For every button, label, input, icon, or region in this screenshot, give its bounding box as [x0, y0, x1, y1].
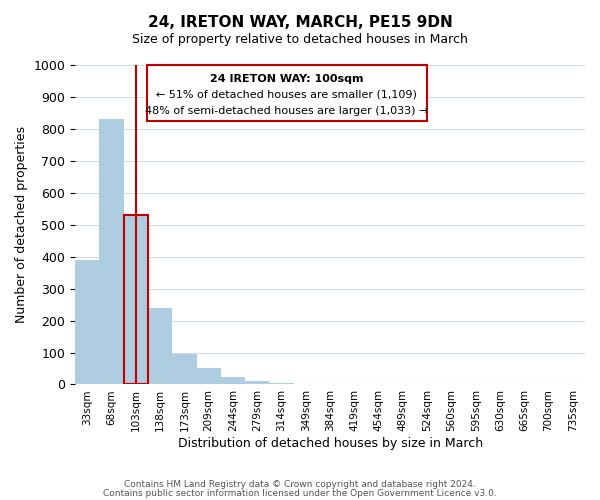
Text: 48% of semi-detached houses are larger (1,033) →: 48% of semi-detached houses are larger (…: [145, 106, 428, 116]
Y-axis label: Number of detached properties: Number of detached properties: [15, 126, 28, 323]
FancyBboxPatch shape: [146, 65, 427, 121]
Bar: [148, 308, 172, 384]
Text: 24 IRETON WAY: 100sqm: 24 IRETON WAY: 100sqm: [210, 74, 364, 84]
Bar: [124, 215, 148, 384]
Bar: [172, 354, 197, 384]
Bar: [245, 380, 269, 384]
Bar: [269, 383, 293, 384]
X-axis label: Distribution of detached houses by size in March: Distribution of detached houses by size …: [178, 437, 482, 450]
Bar: [124, 215, 148, 384]
Bar: [100, 120, 124, 384]
Bar: [75, 260, 100, 384]
Text: ← 51% of detached houses are smaller (1,109): ← 51% of detached houses are smaller (1,…: [157, 90, 417, 100]
Text: Contains public sector information licensed under the Open Government Licence v3: Contains public sector information licen…: [103, 489, 497, 498]
Bar: [197, 368, 221, 384]
Bar: [221, 378, 245, 384]
Text: Size of property relative to detached houses in March: Size of property relative to detached ho…: [132, 32, 468, 46]
Text: 24, IRETON WAY, MARCH, PE15 9DN: 24, IRETON WAY, MARCH, PE15 9DN: [148, 15, 452, 30]
Text: Contains HM Land Registry data © Crown copyright and database right 2024.: Contains HM Land Registry data © Crown c…: [124, 480, 476, 489]
